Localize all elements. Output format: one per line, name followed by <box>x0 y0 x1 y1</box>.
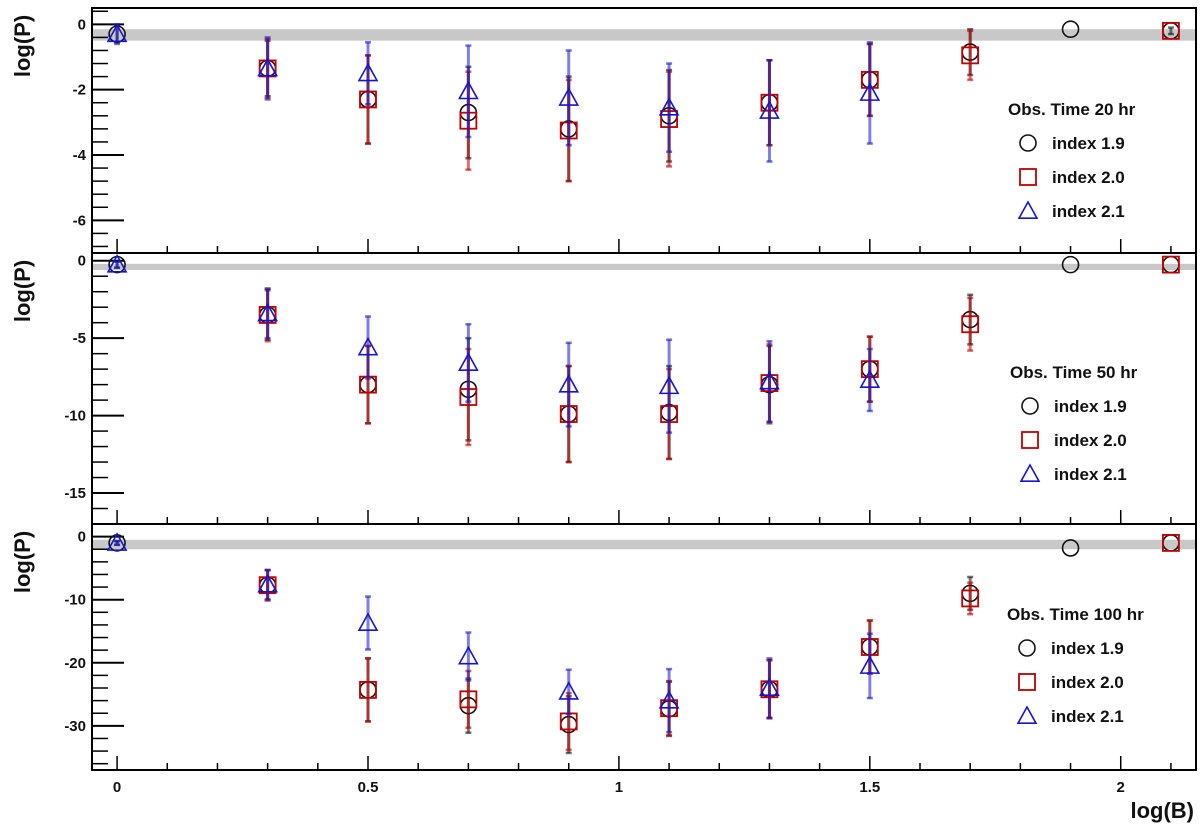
data-point <box>357 62 379 82</box>
legend-entry-label: index 2.0 <box>1052 168 1125 187</box>
data-point <box>961 589 980 608</box>
y-tick-label: 0 <box>78 529 86 546</box>
data-point <box>759 370 780 390</box>
data-point <box>859 369 881 388</box>
panel-frame <box>91 523 1197 771</box>
reference-band <box>92 539 1196 550</box>
legend-entry-label: index 2.1 <box>1054 465 1127 484</box>
legend-entry-label: index 2.0 <box>1051 673 1124 692</box>
data-point <box>458 352 479 371</box>
legend-marker-circle <box>1019 134 1037 152</box>
y-tick-label: 0 <box>78 253 86 270</box>
panel-frame <box>91 7 1197 254</box>
x-tick-label: 1.5 <box>859 779 880 796</box>
data-point <box>257 302 278 322</box>
y-tick-label: -30 <box>64 718 86 735</box>
y-axis-title: log(P) <box>10 260 35 322</box>
data-point <box>1061 20 1080 39</box>
y-tick-label: -4 <box>73 147 87 164</box>
data-point <box>458 645 479 665</box>
x-tick-label: 0.5 <box>358 779 379 796</box>
data-point <box>658 96 680 116</box>
series-index-1-9 <box>108 534 1180 755</box>
legend: Obs. Time 20 hr index 1.9 index 2.0 index 2… <box>1008 100 1136 221</box>
legend-marker-triangle <box>1017 200 1039 219</box>
data-point <box>859 82 881 101</box>
data-point <box>1162 534 1180 552</box>
legend-title: Obs. Time 50 hr <box>1010 363 1138 382</box>
data-point <box>961 46 980 65</box>
y-tick-label: -20 <box>64 655 86 672</box>
legend: Obs. Time 100 hr index 1.9 index 2.0 index … <box>1007 605 1144 726</box>
y-axis-title: log(P) <box>10 531 35 593</box>
x-tick-label: 1 <box>615 779 623 796</box>
panel-2: 0 -5 -10 -15 log(P) Obs. Time 50 hr index 1.9 i… <box>10 252 1197 525</box>
data-point <box>1162 255 1180 274</box>
data-point <box>357 612 379 632</box>
legend-entry-label: index 2.1 <box>1052 202 1125 221</box>
y-tick-label: -5 <box>73 330 86 347</box>
data-point <box>759 677 780 697</box>
data-point <box>859 655 881 674</box>
series-index-2-0 <box>258 255 1180 464</box>
legend-entry-label: index 1.9 <box>1051 639 1124 658</box>
data-point <box>1061 255 1080 274</box>
legend-entry-label: index 1.9 <box>1054 397 1127 416</box>
legend-title: Obs. Time 100 hr <box>1007 605 1144 624</box>
legend-entry-label: index 2.0 <box>1054 431 1127 450</box>
legend-entry-label: index 1.9 <box>1052 134 1125 153</box>
data-point <box>257 57 278 77</box>
reference-band <box>92 29 1196 41</box>
reference-band <box>92 263 1196 271</box>
y-tick-label: -10 <box>64 592 86 609</box>
data-point <box>658 375 680 395</box>
data-point <box>558 87 580 106</box>
y-axis-title: log(P) <box>10 15 35 77</box>
series-index-2-1 <box>106 23 881 163</box>
series-index-2-1 <box>106 532 881 734</box>
legend-marker-circle <box>1021 397 1039 415</box>
data-point <box>106 253 128 273</box>
data-point <box>1061 539 1080 557</box>
series-index-2-1 <box>106 253 881 434</box>
y-tick-label: -10 <box>64 408 86 425</box>
x-axis-title: log(B) <box>1130 798 1194 823</box>
legend-marker-triangle <box>1019 463 1041 483</box>
data-point <box>1162 21 1180 40</box>
panel-frame <box>91 252 1197 525</box>
y-tick-label: -15 <box>64 485 86 502</box>
data-point <box>106 23 128 43</box>
legend-marker-square <box>1018 673 1036 691</box>
x-tick-label: 2 <box>1117 779 1125 796</box>
y-tick-label: -2 <box>73 82 86 99</box>
data-point <box>558 681 580 700</box>
data-point <box>759 100 780 119</box>
panel-1: 0 -2 -4 -6 log(P) Obs. Time 20 hr index 1.9 ind… <box>10 7 1197 254</box>
legend-marker-triangle <box>1016 705 1038 725</box>
data-point <box>257 573 278 593</box>
legend-entry-label: index 2.1 <box>1051 707 1124 726</box>
panel-3: 0 -10 -20 -30 log(P) Obs. Time 100 hr index 1.… <box>10 523 1197 771</box>
data-point <box>459 690 478 709</box>
legend: Obs. Time 50 hr index 1.9 index 2.0 index 2… <box>1010 363 1138 484</box>
legend-title: Obs. Time 20 hr <box>1008 100 1136 119</box>
data-point <box>106 532 128 551</box>
data-point <box>359 680 377 699</box>
data-point <box>961 315 980 334</box>
x-tick-label: 0 <box>113 779 121 796</box>
legend-marker-circle <box>1018 639 1036 657</box>
legend-marker-square <box>1021 431 1039 449</box>
data-point <box>658 689 680 709</box>
series-index-2-0 <box>258 534 1180 752</box>
data-point <box>357 336 379 356</box>
data-point <box>458 80 479 100</box>
y-tick-label: -6 <box>73 212 86 229</box>
y-tick-label: 0 <box>78 16 86 33</box>
data-point <box>558 373 580 393</box>
legend-marker-square <box>1019 168 1037 186</box>
